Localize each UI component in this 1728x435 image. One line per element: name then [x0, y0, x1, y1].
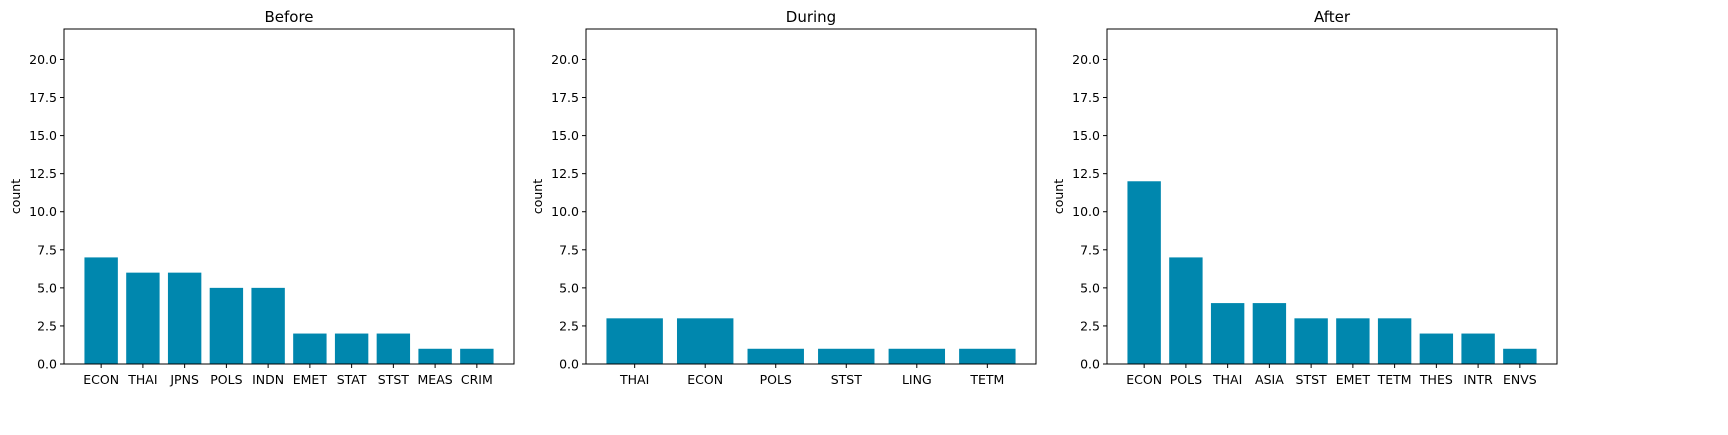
bar-thai [126, 272, 160, 364]
y-tick-label: 17.5 [1072, 90, 1100, 105]
y-tick-label: 10.0 [1072, 204, 1100, 219]
y-tick-label: 5.0 [559, 280, 579, 295]
y-tick-label: 15.0 [551, 128, 579, 143]
y-tick-label: 2.5 [37, 318, 57, 333]
y-tick-label: 12.5 [29, 166, 57, 181]
x-tick-label-indn: INDN [252, 372, 284, 387]
x-tick-label-crim: CRIM [461, 372, 493, 387]
y-tick-label: 7.5 [559, 242, 579, 257]
y-tick-label: 0.0 [1080, 357, 1100, 372]
x-tick-label-econ: ECON [1126, 372, 1162, 387]
x-tick-label-thai: THAI [127, 372, 157, 387]
chart-panel-3: 0.0 2.5 5.0 7.5 10.0 12.5 15.0 17.5 20.0 ECON POLS… [1051, 8, 1558, 387]
bar-intr [1461, 333, 1495, 364]
x-tick-label-thai: THAI [619, 372, 649, 387]
x-tick-label-stst: STST [1296, 372, 1328, 387]
bar-pols [747, 348, 804, 364]
bar-envs [1503, 348, 1537, 364]
x-tick-label-tetm: TETM [969, 372, 1004, 387]
y-tick-label: 7.5 [1080, 242, 1100, 257]
bar-asia [1252, 303, 1287, 364]
x-tick-label-envs: ENVS [1503, 372, 1537, 387]
y-tick-label: 5.0 [37, 280, 57, 295]
y-tick-label: 0.0 [559, 357, 579, 372]
chart-title: Before [264, 8, 313, 26]
y-tick-label: 15.0 [29, 128, 57, 143]
axes-frame [63, 28, 515, 365]
x-tick-label-pols: POLS [760, 372, 792, 387]
bar-pols [1169, 257, 1203, 364]
y-tick-label: 10.0 [551, 204, 579, 219]
y-tick-label: 0.0 [37, 357, 57, 372]
x-tick-label-emet: EMET [1336, 372, 1371, 387]
bar-stst [376, 333, 411, 364]
x-tick-label-tetm: TETM [1377, 372, 1412, 387]
bar-ling [888, 348, 946, 364]
bar-pols [209, 287, 244, 364]
bar-meas [418, 348, 452, 364]
y-tick-label: 15.0 [1072, 128, 1100, 143]
y-tick-label: 17.5 [551, 90, 579, 105]
axes-frame [1106, 28, 1558, 365]
bar-thai [1210, 303, 1245, 364]
x-tick-label-stst: STST [831, 372, 863, 387]
x-tick-label-emet: EMET [293, 372, 328, 387]
y-tick-label: 2.5 [559, 318, 579, 333]
x-tick-label-econ: ECON [687, 372, 723, 387]
y-tick-label: 12.5 [1072, 166, 1100, 181]
y-tick-label: 20.0 [29, 52, 57, 67]
bar-stat [334, 333, 369, 364]
y-tick-label: 20.0 [551, 52, 579, 67]
y-tick-label: 5.0 [1080, 280, 1100, 295]
x-tick-label-thes: THES [1419, 372, 1453, 387]
y-axis-label: count [8, 179, 23, 214]
x-tick-label-pols: POLS [210, 372, 242, 387]
y-axis-label: count [1051, 179, 1066, 214]
y-tick-label: 7.5 [37, 242, 57, 257]
x-tick-label-thai: THAI [1212, 372, 1242, 387]
x-tick-label-jpns: JPNS [169, 372, 199, 387]
bar-crim [460, 348, 494, 364]
chart-title: After [1314, 8, 1351, 26]
x-tick-label-meas: MEAS [418, 372, 453, 387]
bar-econ [676, 318, 734, 364]
bar-thai [606, 318, 663, 364]
bar-indn [251, 287, 285, 364]
x-tick-label-ling: LING [902, 372, 932, 387]
x-tick-label-stat: STAT [337, 372, 367, 387]
x-tick-label-intr: INTR [1463, 372, 1493, 387]
y-tick-label: 12.5 [551, 166, 579, 181]
bar-jpns [167, 272, 202, 364]
y-tick-label: 10.0 [29, 204, 57, 219]
axes-frame [585, 28, 1037, 365]
chart-panel-1: 0.0 2.5 5.0 7.5 10.0 12.5 15.0 17.5 20.0 ECON THAI… [8, 8, 515, 387]
bar-stst [818, 348, 875, 364]
chart-title: During [786, 8, 836, 26]
x-tick-label-pols: POLS [1170, 372, 1202, 387]
y-axis-label: count [530, 179, 545, 214]
bar-emet [1336, 318, 1370, 364]
bar-tetm [1377, 318, 1412, 364]
x-tick-label-econ: ECON [83, 372, 119, 387]
bar-thes [1419, 333, 1454, 364]
chart-panel-2: 0.0 2.5 5.0 7.5 10.0 12.5 15.0 17.5 20.0 THAI ECON… [530, 8, 1037, 387]
y-tick-label: 20.0 [1072, 52, 1100, 67]
bar-tetm [959, 348, 1016, 364]
bar-emet [293, 333, 327, 364]
y-tick-label: 17.5 [29, 90, 57, 105]
bar-stst [1294, 318, 1328, 364]
y-tick-label: 2.5 [1080, 318, 1100, 333]
x-tick-label-stst: STST [378, 372, 410, 387]
bar-econ [1127, 181, 1161, 364]
x-tick-label-asia: ASIA [1255, 372, 1284, 387]
bar-econ [84, 257, 118, 364]
